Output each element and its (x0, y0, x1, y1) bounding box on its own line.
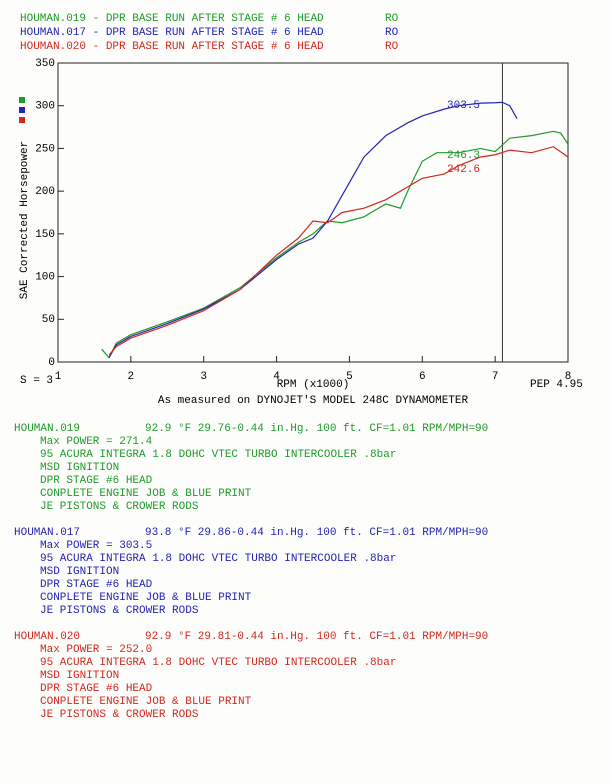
x-axis-label: RPM (x1000) (277, 379, 350, 391)
run-line: JE PISTONS & CROWER RODS (40, 501, 199, 513)
y-tick-label: 150 (35, 229, 55, 241)
x-tick-label: 8 (565, 371, 572, 383)
legend-tag: RO (385, 27, 399, 39)
run-conditions: 92.9 °F 29.81-0.44 in.Hg. 100 ft. CF=1.0… (145, 631, 488, 643)
run-name: HOUMAN.020 (14, 631, 80, 643)
series-line (108, 101, 518, 359)
run-line: JE PISTONS & CROWER RODS (40, 605, 199, 617)
y-axis-label: SAE Corrected Horsepower (19, 141, 31, 299)
y-tick-label: 50 (42, 314, 55, 326)
run-line: Max POWER = 303.5 (40, 540, 152, 552)
run-conditions: 92.9 °F 29.76-0.44 in.Hg. 100 ft. CF=1.0… (145, 423, 488, 435)
run-line: MSD IGNITION (40, 566, 119, 578)
x-tick-label: 4 (273, 371, 280, 383)
y-tick-label: 0 (48, 357, 55, 369)
run-line: Max POWER = 252.0 (40, 644, 152, 656)
y-tick-label: 200 (35, 186, 55, 198)
x-tick-label: 6 (419, 371, 426, 383)
x-tick-label: 2 (128, 371, 135, 383)
y-tick-label: 350 (35, 58, 55, 70)
run-line: DPR STAGE #6 HEAD (40, 579, 153, 591)
run-line: DPR STAGE #6 HEAD (40, 475, 153, 487)
pep: PEP 4.95 (530, 379, 583, 391)
caption: As measured on DYNOJET'S MODEL 248C DYNA… (158, 395, 469, 407)
run-line: MSD IGNITION (40, 462, 119, 474)
run-line: JE PISTONS & CROWER RODS (40, 709, 199, 721)
run-line: CONPLETE ENGINE JOB & BLUE PRINT (40, 488, 252, 500)
y-tick-label: 300 (35, 101, 55, 113)
run-line: 95 ACURA INTEGRA 1.8 DOHC VTEC TURBO INT… (40, 657, 396, 669)
series-line (101, 130, 569, 359)
run-line: CONPLETE ENGINE JOB & BLUE PRINT (40, 592, 252, 604)
legend-entry: HOUMAN.020 - DPR BASE RUN AFTER STAGE # … (20, 41, 324, 53)
run-line: MSD IGNITION (40, 670, 119, 682)
y-tick-label: 250 (35, 143, 55, 155)
plot-frame (57, 62, 569, 363)
legend-swatch (19, 117, 25, 123)
x-tick-label: 5 (346, 371, 353, 383)
x-tick-label: 3 (200, 371, 207, 383)
run-line: CONPLETE ENGINE JOB & BLUE PRINT (40, 696, 252, 708)
cursor-value: 303.5 (447, 100, 480, 112)
x-tick-label: 1 (55, 371, 62, 383)
run-conditions: 93.8 °F 29.86-0.44 in.Hg. 100 ft. CF=1.0… (145, 527, 488, 539)
smoothing: S = 3 (20, 375, 53, 387)
legend-swatch (19, 97, 25, 103)
run-line: 95 ACURA INTEGRA 1.8 DOHC VTEC TURBO INT… (40, 553, 396, 565)
legend-entry: HOUMAN.019 - DPR BASE RUN AFTER STAGE # … (20, 13, 324, 25)
run-line: DPR STAGE #6 HEAD (40, 683, 153, 695)
run-line: 95 ACURA INTEGRA 1.8 DOHC VTEC TURBO INT… (40, 449, 396, 461)
cursor-value: 246.3 (447, 150, 480, 162)
run-name: HOUMAN.017 (14, 527, 80, 539)
series-line (108, 146, 569, 356)
run-line: Max POWER = 271.4 (40, 436, 153, 448)
x-tick-label: 7 (492, 371, 499, 383)
run-name: HOUMAN.019 (14, 423, 80, 435)
legend-tag: RO (385, 13, 399, 25)
legend-swatch (19, 107, 25, 113)
legend-tag: RO (385, 41, 399, 53)
y-tick-label: 100 (35, 271, 55, 283)
legend-entry: HOUMAN.017 - DPR BASE RUN AFTER STAGE # … (20, 27, 324, 39)
cursor-value: 242.6 (447, 164, 480, 176)
